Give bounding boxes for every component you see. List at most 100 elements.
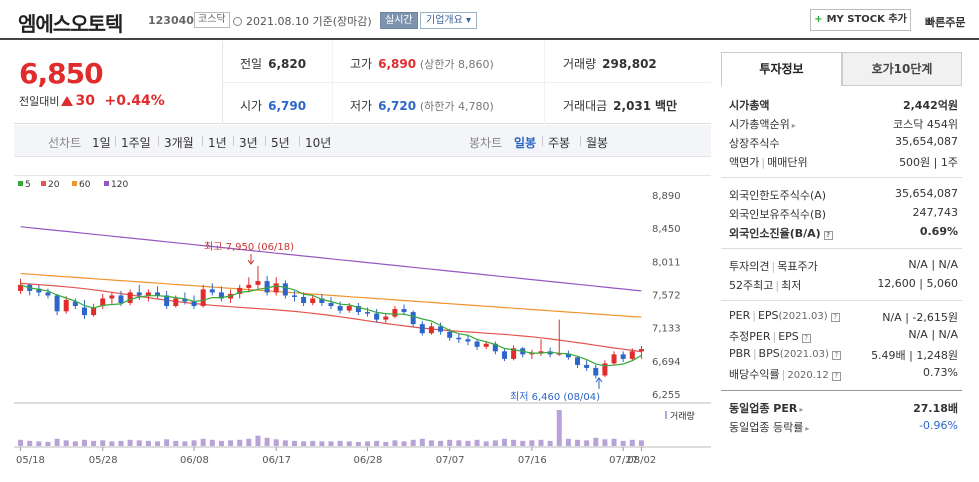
stock-chart[interactable]: 5 20 60 120 8,890 8,450 8,011 7,572 7,133 6,694 6,… bbox=[14, 175, 711, 482]
stock-code: 123040 bbox=[148, 14, 194, 27]
divider bbox=[222, 41, 223, 124]
x-tick-label: 07/16 bbox=[518, 455, 547, 466]
divider bbox=[233, 136, 234, 146]
x-tick-label: 05/28 bbox=[89, 455, 118, 466]
legend-swatch bbox=[104, 181, 109, 186]
candle-body bbox=[447, 331, 453, 338]
candle-body bbox=[501, 351, 507, 359]
x-tick-label: 06/08 bbox=[180, 455, 209, 466]
candle-body bbox=[492, 343, 498, 352]
candle-body bbox=[319, 298, 325, 303]
candle-body bbox=[355, 306, 361, 313]
volume-bar bbox=[63, 440, 69, 446]
volume-bar bbox=[374, 440, 380, 446]
volume-bar bbox=[246, 438, 252, 446]
divider bbox=[332, 41, 333, 124]
volume-bar bbox=[100, 440, 106, 446]
corp-info-dropdown[interactable]: 기업개요 ▾ bbox=[420, 12, 477, 29]
candle-body bbox=[109, 295, 115, 299]
candle-period-3[interactable]: 월봉 bbox=[586, 136, 609, 150]
candle-body bbox=[273, 283, 279, 293]
divider bbox=[580, 136, 581, 146]
change-value: 30 bbox=[75, 93, 95, 109]
candle-body bbox=[629, 351, 635, 359]
legend-label-60: 60 bbox=[79, 180, 91, 190]
candle-body bbox=[410, 312, 416, 325]
high-price: 고가 6,890 (상한가 8,860) bbox=[350, 57, 494, 71]
period-7[interactable]: 10년 bbox=[305, 136, 332, 150]
current-price: 6,850 bbox=[19, 57, 104, 90]
volume-bar bbox=[620, 440, 626, 446]
volume-label: 거래량 bbox=[670, 410, 695, 422]
volume-bar bbox=[291, 440, 297, 446]
y-tick-label: 6,255 bbox=[652, 390, 681, 401]
candle-body bbox=[255, 281, 261, 285]
candle-body bbox=[428, 326, 434, 334]
tab-orderbook[interactable]: 호가10단계 bbox=[842, 52, 962, 86]
volume-bar bbox=[337, 440, 343, 446]
divider bbox=[202, 136, 203, 146]
candle-body bbox=[301, 296, 307, 303]
tab-investment-info[interactable]: 투자정보 bbox=[721, 52, 842, 86]
foreign-hold-row: 외국인보유주식수(B) 247,743 bbox=[729, 206, 958, 221]
volume-bar bbox=[328, 441, 334, 446]
candle-body bbox=[620, 354, 626, 359]
candle-body bbox=[611, 354, 617, 364]
volume-bar bbox=[575, 439, 581, 446]
candle-body bbox=[465, 339, 471, 342]
divider bbox=[721, 300, 962, 301]
foreign-limit-row: 외국인한도주식수(A) 35,654,087 bbox=[729, 187, 958, 202]
period-2[interactable]: 1주일 bbox=[121, 136, 151, 150]
volume-bar bbox=[383, 441, 389, 446]
market-badge: 코스닥 bbox=[194, 12, 230, 28]
price-summary: 6,850 전일대비 30 +0.44% 전일 6,820 고가 6,890 (상한가… bbox=[14, 41, 711, 124]
dividend-row: 배당수익률 | 2020.12? 0.73% bbox=[729, 366, 958, 381]
low-price: 저가 6,720 (하한가 4,780) bbox=[350, 99, 494, 113]
divider bbox=[721, 248, 962, 249]
volume-bar bbox=[301, 441, 307, 446]
candle-body bbox=[191, 301, 197, 307]
candle-body bbox=[63, 299, 69, 312]
legend-label-120: 120 bbox=[111, 180, 128, 190]
candle-body bbox=[246, 284, 252, 288]
volume-bar bbox=[282, 440, 288, 446]
candle-body bbox=[392, 309, 398, 317]
volume-bar bbox=[438, 440, 444, 446]
candle-body bbox=[419, 324, 425, 334]
period-1[interactable]: 1일 bbox=[92, 136, 111, 150]
realtime-button[interactable]: 실시간 bbox=[380, 12, 418, 29]
up-triangle-icon bbox=[61, 96, 74, 106]
candle-body bbox=[282, 283, 288, 296]
period-4[interactable]: 1년 bbox=[208, 136, 227, 150]
volume-bar bbox=[410, 439, 416, 446]
period-3[interactable]: 3개월 bbox=[164, 136, 194, 150]
my-stock-add-button[interactable]: + MY STOCK 추가 bbox=[810, 9, 911, 31]
volume-bar bbox=[27, 440, 33, 446]
volume-bar bbox=[264, 437, 270, 446]
volume-bar bbox=[492, 440, 498, 446]
volume-bar bbox=[602, 439, 608, 446]
candle-body bbox=[483, 343, 489, 347]
candle-period-1[interactable]: 일봉 bbox=[514, 136, 537, 150]
volume-bar bbox=[392, 440, 398, 446]
volume-bar bbox=[54, 438, 60, 446]
plus-icon: + bbox=[814, 14, 823, 25]
volume-bar bbox=[556, 410, 562, 446]
divider bbox=[158, 136, 159, 146]
legend-swatch bbox=[18, 181, 23, 186]
volume-bar bbox=[456, 440, 462, 446]
legend-swatch bbox=[41, 181, 46, 186]
period-5[interactable]: 3년 bbox=[239, 136, 258, 150]
period-6[interactable]: 5년 bbox=[271, 136, 290, 150]
quick-order-link[interactable]: 빠른주문 bbox=[925, 16, 966, 29]
volume-bar bbox=[72, 441, 78, 446]
x-tick-label: 06/17 bbox=[262, 455, 291, 466]
divider bbox=[223, 82, 711, 83]
sector-rate-row: 동일업종 등락률 ▸ -0.96% bbox=[729, 419, 958, 434]
open-price: 시가 6,790 bbox=[240, 99, 307, 113]
divider bbox=[265, 136, 266, 146]
x-tick-label: 06/28 bbox=[354, 455, 383, 466]
down-arrow-icon bbox=[247, 254, 255, 265]
candle-period-2[interactable]: 주봉 bbox=[548, 136, 571, 150]
info-panel: 투자정보 호가10단계 시가총액 2,442억원 시가총액순위 ▸ 코스닥 454위 … bbox=[721, 42, 966, 482]
